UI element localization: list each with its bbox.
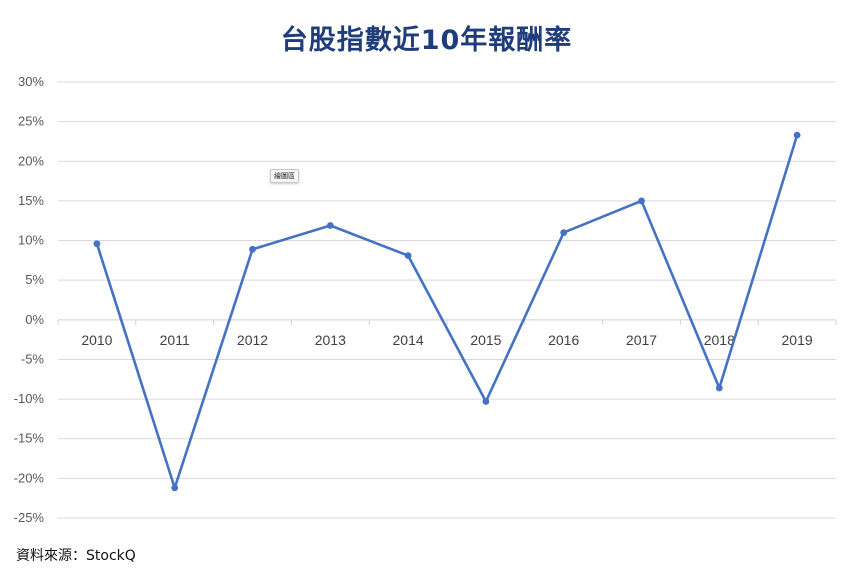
y-tick-label: -15%	[14, 431, 45, 446]
x-tick-label: 2013	[315, 332, 346, 348]
series-line	[95, 134, 799, 490]
source-note: 資料來源：StockQ	[16, 548, 136, 564]
data-point	[171, 484, 179, 492]
y-tick-label: 10%	[18, 233, 44, 248]
y-tick-label: 30%	[18, 74, 44, 89]
y-tick-label: -5%	[21, 351, 45, 366]
x-tick-label: 2011	[160, 332, 190, 348]
y-tick-label: 25%	[18, 114, 44, 129]
data-point	[326, 222, 334, 229]
gridlines	[57, 81, 837, 519]
y-tick-label: 0%	[25, 312, 44, 327]
y-tick-label: -20%	[14, 470, 45, 485]
data-point	[560, 229, 568, 237]
data-point	[482, 398, 490, 405]
y-tick-label: -25%	[14, 510, 45, 525]
chart-title: 台股指數近10年報酬率	[280, 25, 573, 56]
x-tick-label: 2014	[393, 332, 424, 348]
x-axis-ticks: 2010 2011 2012 2013 2014 2015 2016 2017 2018 2019	[81, 332, 813, 348]
y-tick-label: 15%	[18, 193, 44, 208]
data-point	[93, 240, 101, 248]
plot-area-tooltip: 繪圖區	[270, 169, 299, 183]
data-point	[715, 384, 723, 392]
x-tick-label: 2017	[626, 332, 657, 348]
data-point	[404, 252, 412, 260]
x-tick-label: 2016	[548, 332, 579, 348]
data-point	[638, 197, 645, 205]
x-tick-label: 2010	[81, 332, 112, 348]
y-tick-label: 5%	[25, 272, 44, 287]
x-tick-label: 2019	[782, 332, 813, 348]
y-tick-label: -10%	[14, 391, 45, 406]
x-tick-label: 2012	[237, 332, 268, 348]
x-tick-label: 2015	[470, 332, 501, 348]
x-tick-label: 2018	[704, 332, 735, 348]
y-tick-label: 20%	[18, 153, 44, 168]
data-point	[793, 131, 801, 139]
series-layer	[93, 131, 801, 492]
y-axis-ticks: 30% 25% 20% 15% 10% 5% 0% -5% -10% -15% -20% -25%	[14, 74, 45, 525]
data-point	[249, 245, 256, 253]
